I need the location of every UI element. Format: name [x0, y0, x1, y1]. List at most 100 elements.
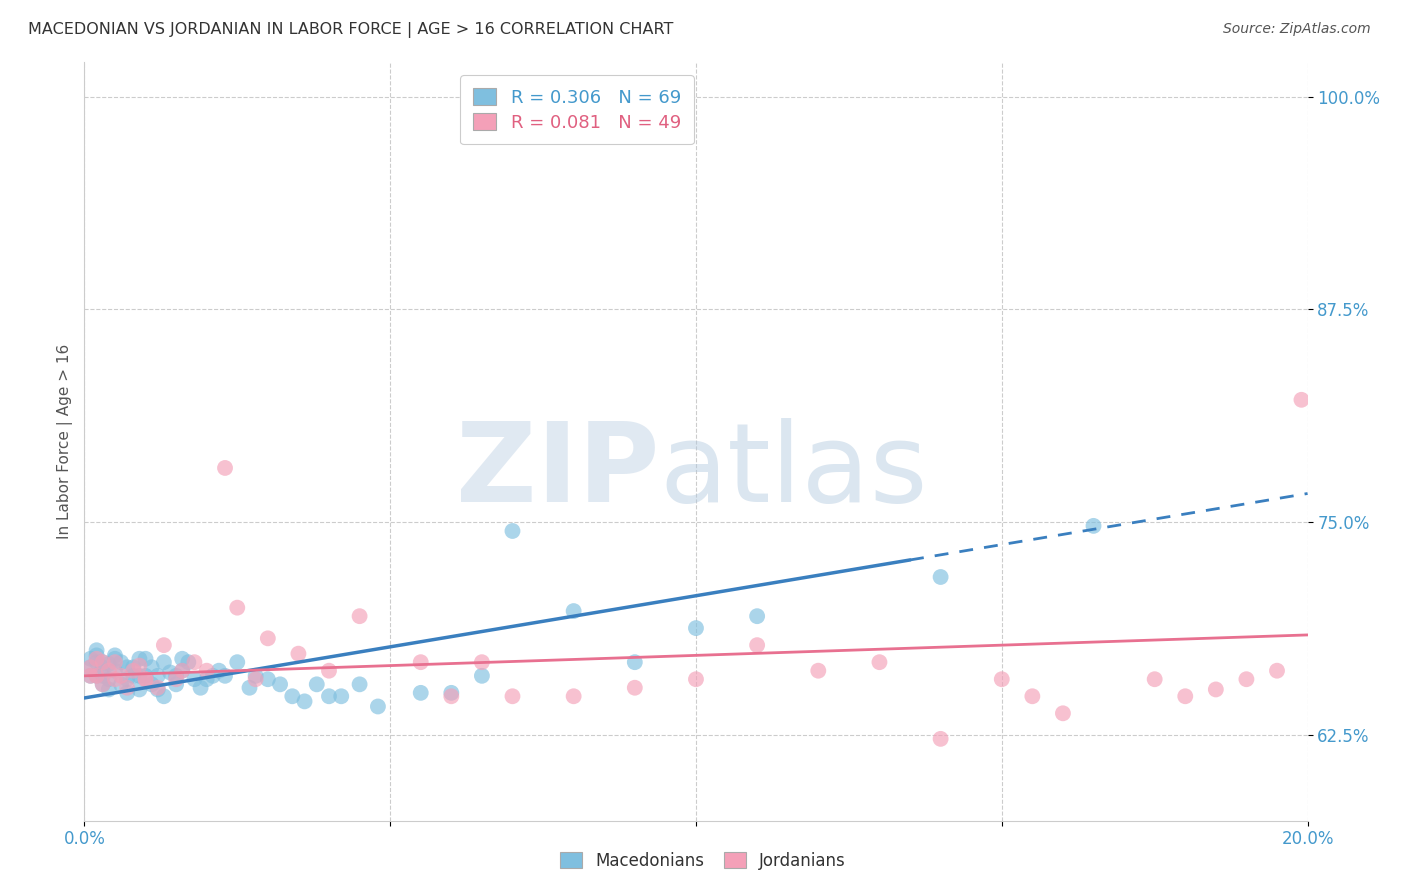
Point	[208, 664, 231, 678]
Point	[214, 669, 236, 683]
Point	[287, 647, 309, 661]
Point	[135, 669, 157, 683]
Point	[747, 638, 769, 652]
Point	[349, 677, 371, 691]
Point	[153, 638, 176, 652]
Point	[869, 655, 891, 669]
Point	[257, 632, 280, 646]
Point	[122, 660, 145, 674]
Point	[685, 621, 707, 635]
Point	[115, 660, 138, 674]
Point	[471, 655, 494, 669]
Text: MACEDONIAN VS JORDANIAN IN LABOR FORCE | AGE > 16 CORRELATION CHART: MACEDONIAN VS JORDANIAN IN LABOR FORCE |…	[28, 22, 673, 38]
Point	[146, 681, 169, 695]
Point	[97, 664, 120, 678]
Point	[91, 677, 114, 691]
Point	[86, 648, 108, 663]
Point	[86, 652, 108, 666]
Point	[1083, 519, 1105, 533]
Point	[349, 609, 371, 624]
Point	[115, 681, 138, 695]
Point	[135, 652, 157, 666]
Point	[190, 681, 212, 695]
Point	[562, 604, 585, 618]
Point	[104, 672, 127, 686]
Point	[165, 677, 187, 691]
Point	[128, 682, 150, 697]
Point	[685, 672, 707, 686]
Point	[91, 677, 114, 691]
Text: ZIP: ZIP	[456, 418, 659, 525]
Text: Source: ZipAtlas.com: Source: ZipAtlas.com	[1223, 22, 1371, 37]
Point	[183, 655, 205, 669]
Point	[172, 664, 194, 678]
Point	[115, 686, 138, 700]
Point	[115, 672, 138, 686]
Point	[624, 655, 647, 669]
Point	[122, 664, 145, 678]
Point	[79, 660, 101, 674]
Point	[226, 600, 249, 615]
Point	[1265, 664, 1288, 678]
Point	[104, 648, 127, 663]
Point	[238, 681, 260, 695]
Point	[110, 677, 132, 691]
Y-axis label: In Labor Force | Age > 16: In Labor Force | Age > 16	[58, 344, 73, 539]
Point	[440, 690, 463, 704]
Legend: Macedonians, Jordanians: Macedonians, Jordanians	[554, 846, 852, 877]
Point	[141, 660, 163, 674]
Point	[172, 664, 194, 678]
Point	[79, 669, 101, 683]
Point	[128, 658, 150, 673]
Point	[226, 655, 249, 669]
Point	[1236, 672, 1258, 686]
Point	[128, 652, 150, 666]
Point	[104, 664, 127, 678]
Point	[79, 669, 101, 683]
Point	[929, 570, 952, 584]
Text: atlas: atlas	[659, 418, 928, 525]
Point	[86, 655, 108, 669]
Point	[1143, 672, 1166, 686]
Point	[367, 699, 389, 714]
Point	[330, 690, 353, 704]
Point	[318, 664, 340, 678]
Point	[195, 664, 218, 678]
Point	[165, 669, 187, 683]
Point	[1114, 847, 1136, 862]
Point	[562, 690, 585, 704]
Point	[305, 677, 328, 691]
Point	[1174, 690, 1197, 704]
Point	[257, 672, 280, 686]
Point	[91, 669, 114, 683]
Point	[440, 686, 463, 700]
Point	[172, 652, 194, 666]
Point	[201, 669, 224, 683]
Point	[122, 669, 145, 683]
Point	[153, 690, 176, 704]
Point	[747, 609, 769, 624]
Point	[294, 694, 316, 708]
Point	[269, 677, 291, 691]
Point	[153, 655, 176, 669]
Point	[165, 672, 187, 686]
Point	[110, 655, 132, 669]
Point	[214, 461, 236, 475]
Point	[91, 655, 114, 669]
Point	[502, 524, 524, 538]
Point	[79, 660, 101, 674]
Point	[86, 669, 108, 683]
Point	[409, 686, 432, 700]
Point	[991, 672, 1014, 686]
Point	[135, 672, 157, 686]
Point	[128, 669, 150, 683]
Point	[318, 690, 340, 704]
Point	[1205, 682, 1227, 697]
Point	[97, 672, 120, 686]
Point	[91, 655, 114, 669]
Point	[97, 682, 120, 697]
Point	[624, 681, 647, 695]
Point	[409, 655, 432, 669]
Point	[146, 682, 169, 697]
Point	[97, 657, 120, 671]
